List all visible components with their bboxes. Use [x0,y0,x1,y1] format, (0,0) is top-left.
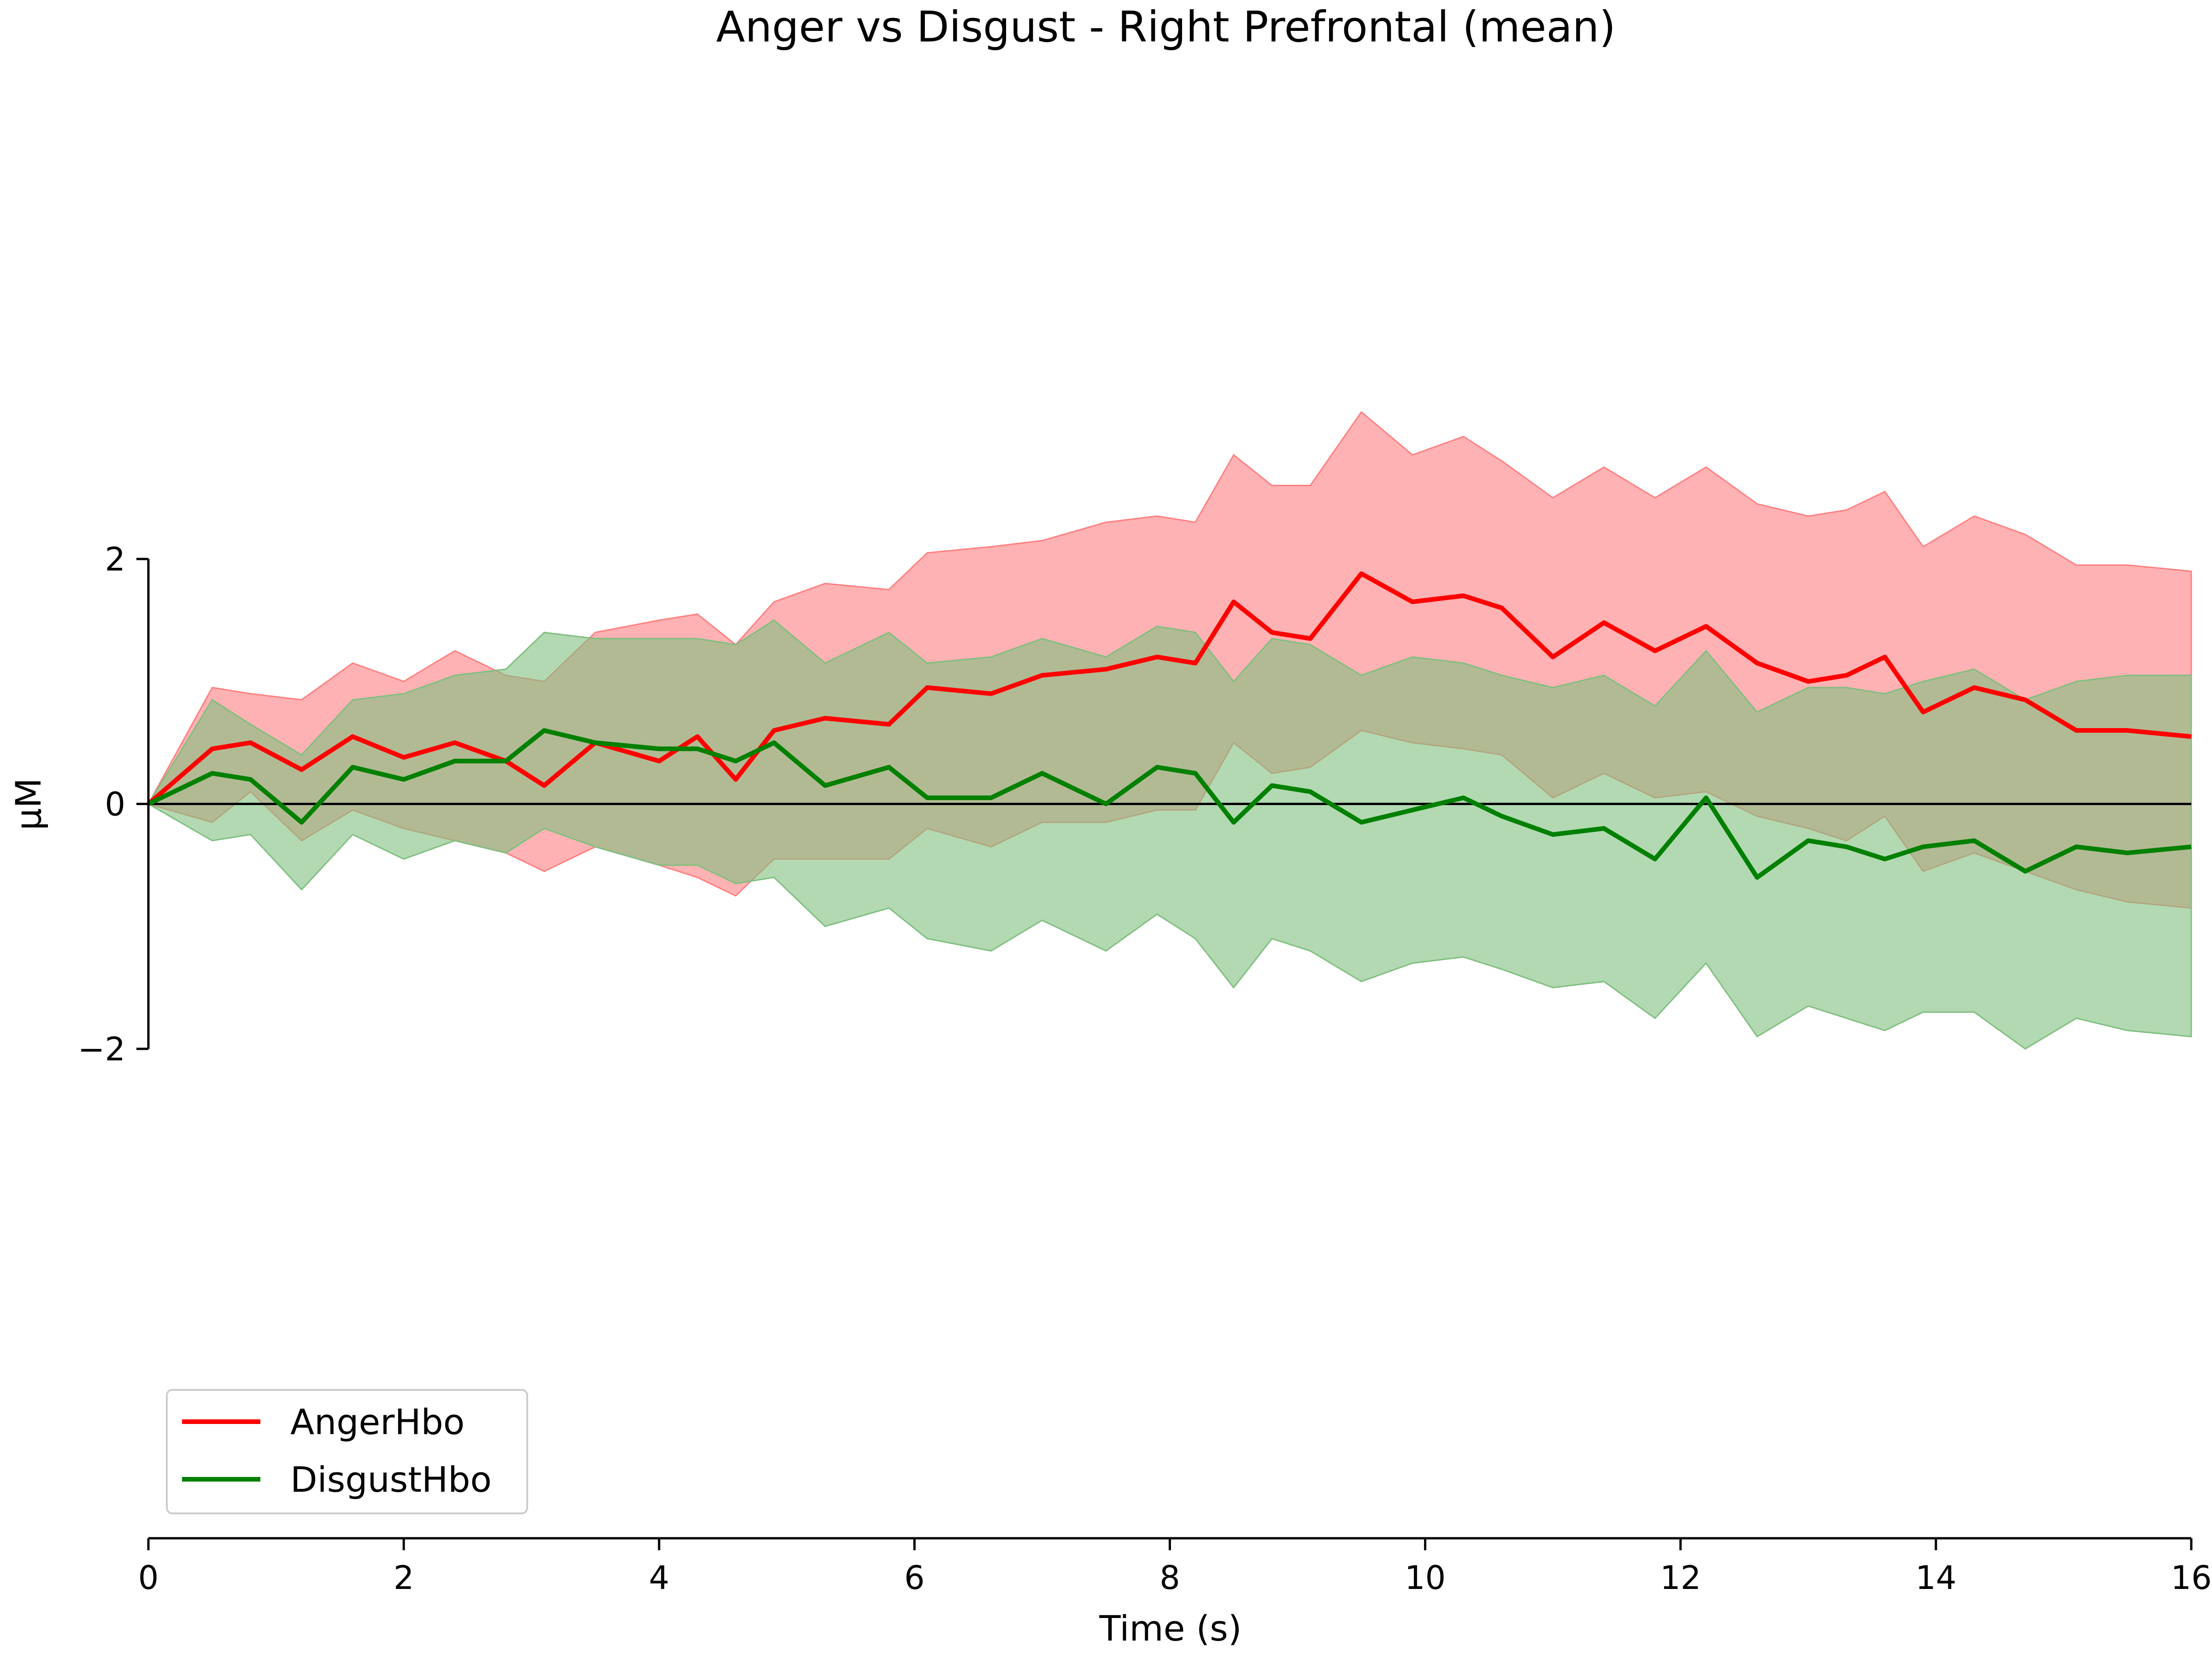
x-tick-label: 2 [394,1559,414,1597]
y-tick-label: −2 [78,1030,125,1068]
x-tick-label: 4 [649,1559,670,1597]
x-tick-label: 6 [904,1559,925,1597]
x-tick-label: 8 [1159,1559,1180,1597]
x-axis-label: Time (s) [1099,1608,1241,1649]
x-tick-label: 0 [138,1559,159,1597]
x-tick-label: 14 [1915,1559,1956,1597]
x-tick-label: 12 [1660,1559,1701,1597]
y-tick-label: 2 [105,541,125,578]
chart-title: Anger vs Disgust - Right Prefrontal (mea… [716,2,1616,52]
band-disgusthbo [147,619,2192,1050]
x-tick-label: 16 [2171,1559,2212,1597]
y-axis-ticks: −2 0 2 [78,541,148,1068]
x-tick-label: 10 [1405,1559,1446,1597]
series-lines [147,571,2192,880]
y-tick-label: 0 [105,786,125,824]
x-axis-ticks: 0 2 4 6 8 10 12 14 16 [138,1538,2212,1597]
legend: AngerHbo DisgustHbo [166,1389,528,1514]
series-line-disgusthbo [147,728,2192,880]
legend-label-disgust: DisgustHbo [290,1459,492,1500]
legend-label-anger: AngerHbo [290,1401,465,1442]
y-axis-label: µM [8,778,49,830]
